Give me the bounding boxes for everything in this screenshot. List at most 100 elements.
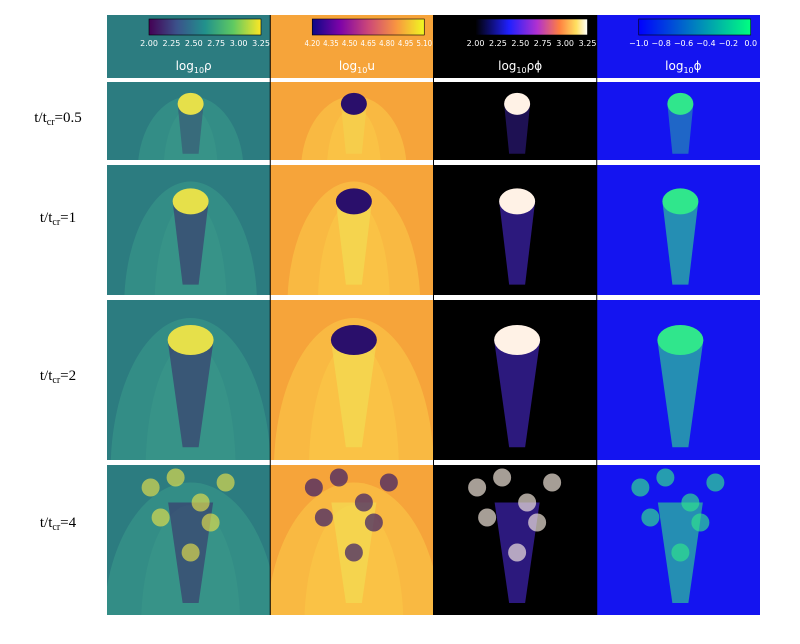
column-title: log10ρϕ [498, 59, 542, 75]
colorbar [475, 18, 588, 36]
clump [166, 468, 185, 487]
column-title: log10u [339, 59, 375, 75]
clump [508, 543, 527, 562]
panel-content [596, 82, 760, 160]
clump [528, 513, 547, 532]
colorbar-tick: 4.65 [361, 39, 377, 48]
title-base: log [498, 59, 516, 73]
colorbar-tick: 3.00 [230, 39, 248, 48]
clump [304, 478, 323, 497]
label-post: =4 [60, 515, 76, 531]
clump [671, 543, 690, 562]
head [177, 92, 204, 115]
tail [662, 201, 699, 285]
colorbar-tick: 2.00 [467, 39, 485, 48]
tail [494, 340, 541, 448]
clump [181, 543, 200, 562]
panel [107, 465, 271, 615]
panel [270, 300, 434, 460]
colorbar-tick: −0.6 [674, 39, 693, 48]
clump [656, 468, 675, 487]
colorbar-tick: 4.35 [323, 39, 339, 48]
title-var: ϕ [694, 59, 702, 73]
row-label: t/tcr=1 [40, 210, 76, 228]
colorbar-tick: 3.25 [579, 39, 597, 48]
panel-content [107, 165, 271, 295]
panel-content [270, 300, 434, 460]
clump [518, 493, 537, 512]
colorbar-tick: 2.25 [162, 39, 180, 48]
head [499, 188, 536, 215]
tail [177, 103, 204, 154]
colorbar [148, 18, 262, 36]
colorbar-tick: 4.20 [305, 39, 321, 48]
panel [596, 165, 760, 295]
tail [172, 201, 209, 285]
row-label: t/tcr=2 [40, 368, 76, 386]
label-pre: t/t [40, 368, 53, 384]
colorbar-tick: 2.75 [534, 39, 552, 48]
tail [499, 201, 536, 285]
head [494, 325, 541, 355]
clump [468, 478, 487, 497]
clump [216, 473, 235, 492]
label-sub: cr [47, 117, 55, 128]
tail [335, 201, 372, 285]
colorbar [311, 18, 425, 36]
colorbar-tick: −0.2 [719, 39, 738, 48]
panel-content [433, 300, 597, 460]
clump [141, 478, 160, 497]
panel [596, 465, 760, 615]
tail [667, 103, 694, 154]
tail [504, 103, 531, 154]
inner-shock [327, 107, 381, 160]
colorbar-tick: 2.50 [511, 39, 529, 48]
head [657, 325, 704, 355]
inner-shock [163, 107, 218, 160]
clump [329, 468, 348, 487]
panel-content [270, 82, 434, 160]
panel-content [107, 300, 271, 460]
clump [641, 508, 660, 527]
label-post: =1 [60, 210, 76, 226]
label-post: =2 [60, 368, 76, 384]
clump [364, 513, 383, 532]
panel [270, 82, 434, 160]
panel-content [107, 82, 271, 160]
colorbar-tick: 3.25 [252, 39, 270, 48]
clump [151, 508, 170, 527]
panel-content [596, 300, 760, 460]
column-title: log10ϕ [665, 59, 701, 75]
title-var: ρ [204, 59, 212, 73]
clump [191, 493, 210, 512]
colorbar-tick: 4.80 [379, 39, 395, 48]
panel [270, 465, 434, 615]
column-title: log10ρ [176, 59, 212, 75]
panel-content [433, 82, 597, 160]
clump [478, 508, 497, 527]
head [330, 325, 377, 355]
colorbar-tick: 4.95 [398, 39, 414, 48]
panel-content [596, 165, 760, 295]
title-sub: 10 [194, 66, 204, 75]
panel [433, 465, 597, 615]
head [504, 92, 531, 115]
clump [379, 473, 398, 492]
tail [330, 340, 377, 448]
colorbar-tick: −0.8 [651, 39, 670, 48]
panel [107, 300, 271, 460]
head [172, 188, 209, 215]
tail [167, 340, 214, 448]
panel [270, 165, 434, 295]
panel [107, 82, 271, 160]
panel-content [596, 465, 760, 615]
colorbar-tick: 5.10 [417, 39, 433, 48]
head [335, 188, 372, 215]
colorbar-tick: −1.0 [629, 39, 648, 48]
panel-content [270, 465, 434, 615]
label-sub: cr [52, 375, 60, 386]
clump [201, 513, 220, 532]
colorbar-tick: −0.4 [696, 39, 715, 48]
label-sub: cr [52, 522, 60, 533]
